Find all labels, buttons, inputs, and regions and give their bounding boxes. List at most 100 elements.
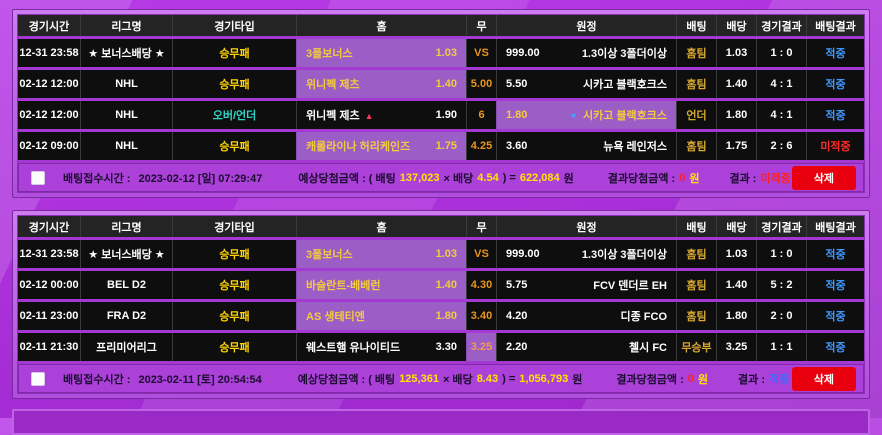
away-team-name: 디종 FCO bbox=[620, 311, 667, 323]
column-header-away: 원정 bbox=[496, 15, 676, 36]
away-pick-cell[interactable]: 1.80 ▼ 시카고 블랙호크스 bbox=[496, 101, 676, 129]
away-team-name: 시카고 블랙호크스 bbox=[582, 79, 667, 91]
column-header-score: 경기결과 bbox=[756, 15, 806, 36]
draw-pick-cell[interactable]: VS bbox=[466, 240, 496, 268]
league-name: FRA D2 bbox=[80, 302, 172, 330]
home-odds: 1.40 bbox=[435, 78, 457, 90]
away-pick-cell[interactable]: 999.00 1.3이상 3폴더이상 bbox=[496, 39, 676, 67]
away-pick-cell[interactable]: 3.60 뉴욕 레인저스 bbox=[496, 132, 676, 160]
away-pick-cell[interactable]: 5.75 FCV 덴더르 EH bbox=[496, 271, 676, 299]
bet-result: 적중 bbox=[806, 333, 864, 361]
home-pick-cell[interactable]: 웨스트햄 유나이티드 3.30 bbox=[296, 333, 466, 361]
away-odds: 3.60 bbox=[506, 140, 528, 152]
column-header-league: 리그명 bbox=[80, 216, 172, 237]
home-pick-cell[interactable]: AS 생테티엔 1.80 bbox=[296, 302, 466, 330]
bet-side: 홈팀 bbox=[676, 39, 716, 67]
column-header-league: 리그명 bbox=[80, 15, 172, 36]
column-header-draw: 무 bbox=[466, 216, 496, 237]
game-time: 02-12 12:00 bbox=[18, 101, 80, 129]
home-team-name: 3폴보너스 bbox=[306, 249, 353, 261]
result-label: 결과 : bbox=[729, 172, 757, 185]
bet-side: 언더 bbox=[676, 101, 716, 129]
result-amount-value: 0 bbox=[679, 171, 686, 184]
odds-value: 4.54 bbox=[477, 171, 499, 184]
game-time: 12-31 23:58 bbox=[18, 240, 80, 268]
game-type: 승무패 bbox=[172, 271, 296, 299]
draw-pick-cell[interactable]: 6 bbox=[466, 101, 496, 129]
draw-pick-cell[interactable]: 4.30 bbox=[466, 271, 496, 299]
bet-result: 적중 bbox=[806, 101, 864, 129]
home-pick-cell[interactable]: 바슬란트-베베런 1.40 bbox=[296, 271, 466, 299]
home-pick-cell[interactable]: 위니펙 제츠 ▲ 1.90 bbox=[296, 101, 466, 129]
draw-pick-cell[interactable]: 3.40 bbox=[466, 302, 496, 330]
home-pick-cell[interactable]: 위니펙 제츠 1.40 bbox=[296, 70, 466, 98]
away-odds: 999.00 bbox=[506, 47, 540, 59]
next-panel-strip bbox=[12, 409, 870, 435]
game-score: 1 : 0 bbox=[756, 39, 806, 67]
game-score: 4 : 1 bbox=[756, 70, 806, 98]
home-team-name: 바슬란트-베베런 bbox=[306, 280, 381, 292]
column-header-away: 원정 bbox=[496, 216, 676, 237]
game-time: 02-12 00:00 bbox=[18, 271, 80, 299]
away-odds: 999.00 bbox=[506, 248, 540, 260]
home-odds: 1.03 bbox=[435, 248, 457, 260]
result-amount-currency: 원 bbox=[689, 172, 700, 185]
select-checkbox[interactable] bbox=[31, 170, 45, 185]
game-type: 승무패 bbox=[172, 302, 296, 330]
column-header-bet: 배팅 bbox=[676, 15, 716, 36]
home-pick-cell[interactable]: 3폴보너스 1.03 bbox=[296, 39, 466, 67]
down-triangle-icon: ▼ bbox=[569, 111, 578, 121]
delete-button[interactable]: 삭제 bbox=[791, 366, 856, 391]
home-odds: 1.80 bbox=[435, 310, 457, 322]
currency-label: 원 bbox=[563, 172, 574, 185]
column-header-betresult: 배팅결과 bbox=[806, 15, 864, 36]
odds-value: 8.43 bbox=[476, 372, 499, 385]
home-pick-cell[interactable]: 3폴보너스 1.03 bbox=[296, 240, 466, 268]
away-pick-cell[interactable]: 4.20 디종 FCO bbox=[496, 302, 676, 330]
equals-sign: ) = bbox=[502, 171, 516, 184]
game-time: 02-11 23:00 bbox=[18, 302, 80, 330]
draw-pick-cell[interactable]: 5.00 bbox=[466, 70, 496, 98]
column-header-type: 경기타입 bbox=[172, 216, 296, 237]
table-row: 02-11 23:00 FRA D2 승무패 AS 생테티엔 1.80 3.40 4.20 디… bbox=[18, 302, 864, 330]
bet-amount-value: 137,023 bbox=[399, 171, 440, 184]
away-pick-cell[interactable]: 5.50 시카고 블랙호크스 bbox=[496, 70, 676, 98]
delete-button[interactable]: 삭제 bbox=[791, 165, 856, 190]
betting-history-panels: 경기시간 리그명 경기타입 홈 무 원정 배팅 배당 경기결과 배팅결과 12-31 23:58 ★ … bbox=[0, 9, 882, 399]
odds-label: × 배당 bbox=[442, 373, 473, 386]
table-row: 02-11 21:30 프리미어리그 승무패 웨스트햄 유나이티드 3.30 3.25 2.… bbox=[18, 333, 864, 361]
column-header-time: 경기시간 bbox=[18, 216, 80, 237]
away-pick-cell[interactable]: 999.00 1.3이상 3폴더이상 bbox=[496, 240, 676, 268]
bet-odds: 1.80 bbox=[716, 101, 756, 129]
bet-result: 적중 bbox=[806, 302, 864, 330]
away-team-name: 1.3이상 3폴더이상 bbox=[581, 48, 667, 60]
away-pick-cell[interactable]: 2.20 첼시 FC bbox=[496, 333, 676, 361]
column-header-type: 경기타입 bbox=[172, 15, 296, 36]
column-header-draw: 무 bbox=[466, 15, 496, 36]
game-type: 승무패 bbox=[172, 240, 296, 268]
expected-amount-label: 예상당첨금액 : ( 배팅 bbox=[298, 172, 396, 185]
game-type: 승무패 bbox=[172, 132, 296, 160]
home-pick-cell[interactable]: 캐롤라이나 허리케인즈 1.75 bbox=[296, 132, 466, 160]
currency-label: 원 bbox=[572, 373, 583, 386]
select-checkbox[interactable] bbox=[31, 371, 45, 386]
bet-odds: 1.40 bbox=[716, 70, 756, 98]
game-score: 4 : 1 bbox=[756, 101, 806, 129]
home-team-name: 위니펙 제츠 bbox=[306, 79, 360, 91]
equals-sign: ) = bbox=[502, 372, 516, 385]
bet-side: 홈팀 bbox=[676, 271, 716, 299]
game-type: 승무패 bbox=[172, 39, 296, 67]
draw-pick-cell[interactable]: 3.25 bbox=[466, 333, 496, 361]
draw-pick-cell[interactable]: VS bbox=[466, 39, 496, 67]
bet-result: 적중 bbox=[806, 70, 864, 98]
draw-pick-cell[interactable]: 4.25 bbox=[466, 132, 496, 160]
game-time: 02-12 12:00 bbox=[18, 70, 80, 98]
table-header-row: 경기시간 리그명 경기타입 홈 무 원정 배팅 배당 경기결과 배팅결과 bbox=[18, 15, 864, 36]
bet-side: 홈팀 bbox=[676, 240, 716, 268]
up-triangle-icon: ▲ bbox=[364, 111, 374, 121]
home-odds: 1.90 bbox=[435, 109, 457, 121]
game-score: 5 : 2 bbox=[756, 271, 806, 299]
table-row: 12-31 23:58 ★ 보너스배당 ★ 승무패 3폴보너스 1.03 VS 999.00… bbox=[18, 39, 864, 67]
league-name: 프리미어리그 bbox=[80, 333, 172, 361]
league-name: NHL bbox=[80, 101, 172, 129]
